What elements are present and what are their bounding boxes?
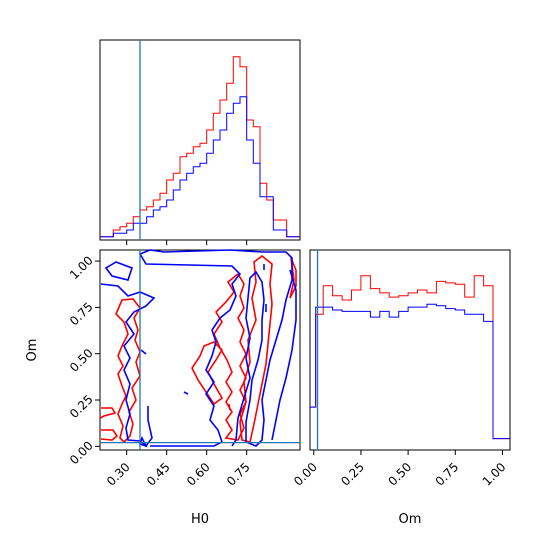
h0-histogram-frame xyxy=(99,39,301,241)
red-contour-edge xyxy=(289,257,297,299)
contour-truth-lines xyxy=(100,250,300,450)
blue-contour-outer xyxy=(100,249,293,448)
om-histogram-ticks: 0.00 0.25 0.50 0.75 1.00 xyxy=(291,450,509,489)
om-xlabel: Om xyxy=(399,512,422,527)
om-hist-xtick-label-3: 0.75 xyxy=(433,460,462,489)
contour-ylabel: Om xyxy=(25,339,40,362)
om-histogram-panel: 0.00 0.25 0.50 0.75 1.00 Om xyxy=(291,249,511,527)
om-hist-xtick-label-4: 1.00 xyxy=(480,460,509,489)
h0-histogram-panel xyxy=(99,39,301,245)
contour-xlabel: H0 xyxy=(191,512,209,527)
contour-xtick-label-2: 0.60 xyxy=(184,460,213,489)
blue-contours xyxy=(100,249,297,448)
red-contour-mid xyxy=(213,272,247,441)
blue-contour-mark4 xyxy=(183,391,189,395)
om-hist-series-1 xyxy=(310,303,510,440)
red-contour-dot xyxy=(228,403,231,411)
om-histogram-frame xyxy=(309,249,511,451)
blue-contour-left-loop xyxy=(104,261,134,281)
contour-ticks: 0.30 0.45 0.60 0.75 0.00 0.25 0.50 0.75 1.00 xyxy=(67,253,253,488)
blue-contour-mark3 xyxy=(140,349,147,355)
red-contour-left xyxy=(99,298,141,444)
contour-ytick-label-0: 0.00 xyxy=(67,439,96,468)
contour-xtick-label-0: 0.30 xyxy=(104,460,133,489)
om-hist-series-0 xyxy=(310,275,510,440)
h0-om-contour-panel: 0.30 0.45 0.60 0.750.000.250.500.751.00 H0 … xyxy=(25,249,301,527)
contour-frame xyxy=(99,249,301,451)
contour-ytick-label-4: 1.00 xyxy=(67,253,96,282)
om-histogram-series xyxy=(310,250,510,450)
om-hist-xtick-label-0: 0.00 xyxy=(291,460,320,489)
h0-histogram-series xyxy=(100,40,300,240)
h0-hist-series-1 xyxy=(100,96,300,238)
contour-xtick-label-3: 0.75 xyxy=(224,460,253,489)
om-hist-xtick-label-1: 0.25 xyxy=(338,460,367,489)
contour-ytick-label-1: 0.25 xyxy=(67,392,96,421)
red-contour-center xyxy=(191,341,224,406)
blue-contour-right-edge xyxy=(271,269,297,441)
h0-histogram-ticks xyxy=(126,240,248,245)
contour-ytick-label-3: 0.75 xyxy=(67,300,96,329)
contour-ytick-label-2: 0.50 xyxy=(67,346,96,375)
contour-xtick-label-1: 0.45 xyxy=(144,460,173,489)
om-hist-xtick-label-2: 0.50 xyxy=(385,460,414,489)
h0-hist-series-0 xyxy=(100,56,300,238)
